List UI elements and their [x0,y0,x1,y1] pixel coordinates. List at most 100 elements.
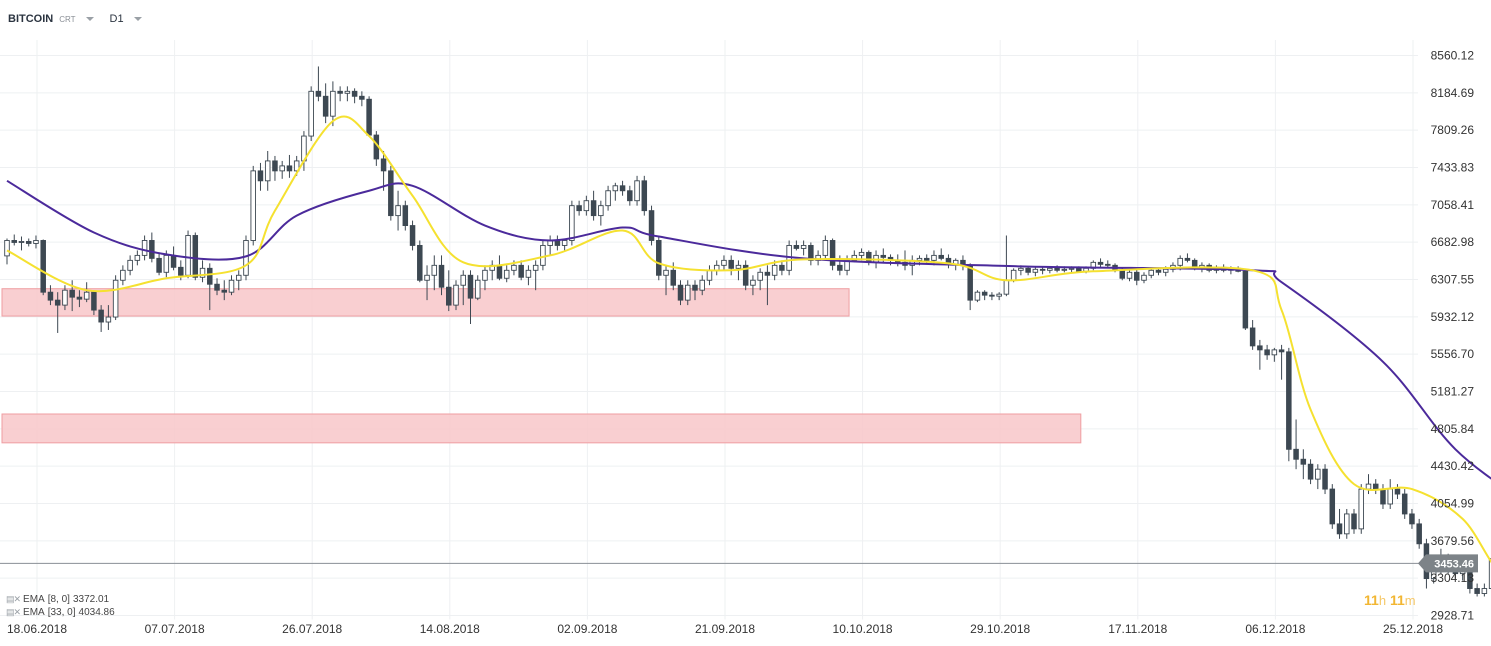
candle-body [163,254,170,273]
indicator-params: [8, 0] [47,594,70,605]
chevron-down-icon [133,17,142,21]
candle [1141,272,1147,284]
candle [156,252,162,276]
candle-body [192,235,199,278]
candle-body [1003,279,1010,295]
indicator-ema-8[interactable]: ▤✕ EMA [8, 0] 3372.01 [6,593,115,606]
candle-body [178,266,184,276]
candle [1025,266,1031,276]
eye-close-icon[interactable]: ▤✕ [6,607,21,617]
chart-grid [0,40,1418,620]
timeframe-dropdown[interactable]: D1 [110,13,142,25]
candle-body [1257,345,1263,351]
candle [706,265,713,286]
candle [721,255,727,271]
candle-body [1336,523,1343,535]
candle [851,250,858,263]
candle-body [771,264,778,276]
y-tick-label: 8560.12 [1431,49,1475,63]
candle-body [974,291,981,301]
candle-body [793,244,800,249]
candle-body [627,190,633,202]
candle [742,260,749,291]
candle [1271,347,1278,362]
candle [996,292,1002,301]
current-price-tag: 3453.46 [1418,554,1478,573]
candle [402,200,409,231]
candle-body [1307,463,1314,480]
candle [576,200,582,216]
candle-body [822,240,829,256]
candle-body [460,274,466,286]
candle [40,239,46,296]
candle [1336,508,1343,539]
candle [409,220,416,251]
candle [207,263,213,311]
eye-close-icon[interactable]: ▤✕ [6,594,21,604]
y-tick-label: 4805.84 [1431,422,1475,436]
candle [1474,583,1480,597]
candle-body [453,284,459,306]
candle [474,275,481,301]
candle [105,305,112,330]
candle [192,232,199,281]
indicator-ema-33[interactable]: ▤✕ EMA [33, 0] 4034.86 [6,606,115,619]
candle-body [590,200,597,217]
candle-body [279,165,285,172]
candle-body [98,309,104,323]
candle [677,280,684,306]
candle-body [257,170,264,182]
chart-toolbar: BITCOIN CRT D1 [8,10,142,28]
candle [344,86,351,102]
candle [308,86,314,142]
candle [446,270,452,312]
candle-body [417,244,423,281]
y-tick-label: 4054.99 [1431,497,1475,511]
candle-body [1191,259,1198,268]
candle-body [69,289,75,298]
candle [909,255,916,276]
candle-body [134,254,141,261]
candle-body [750,279,756,286]
candle [1249,320,1256,350]
candle-body [692,284,698,291]
symbol-label[interactable]: BITCOIN [8,13,54,25]
candle [540,240,546,271]
candle-body [503,269,510,279]
candle-body [1409,513,1415,525]
x-tick-label: 25.12.2018 [1383,622,1443,636]
timer-minutes-unit: m [1404,593,1416,608]
candle-body [112,279,119,318]
candle-body [1372,483,1379,490]
candle-body [670,269,677,286]
candle-body [1126,271,1133,279]
y-tick-label: 5932.12 [1431,310,1475,324]
candle-body [1141,274,1147,281]
chart-type-dropdown[interactable]: CRT [59,15,94,24]
candle-body [757,271,763,281]
y-tick-label: 7809.26 [1431,123,1475,137]
candle [945,254,952,269]
candle-body [243,240,249,276]
candle-body [663,269,669,276]
candle [598,200,604,226]
y-tick-label: 7058.41 [1431,198,1475,212]
candle [641,175,648,216]
candle-body [351,90,358,97]
candle [1257,339,1263,370]
candle [76,290,83,308]
candle-body [105,316,112,323]
candle-body [1401,493,1408,515]
candle [1394,484,1401,500]
candle-body [648,210,655,241]
candle [243,235,249,281]
price-tag-background [1418,554,1478,573]
candle-body [808,244,814,261]
candle [235,270,242,291]
candle-body [214,283,220,291]
candle-body [1032,268,1039,273]
ema-33-line [6,179,1491,480]
candle [322,83,329,124]
candle [989,292,995,301]
